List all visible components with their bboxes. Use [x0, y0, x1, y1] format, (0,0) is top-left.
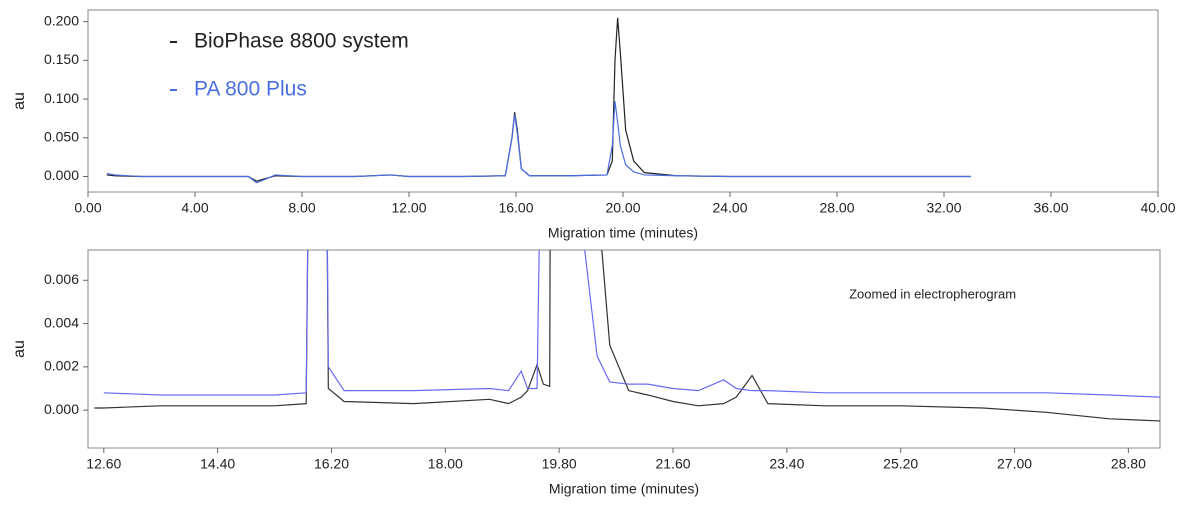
- x-tick-label: 36.00: [1033, 200, 1068, 216]
- series-line: [103, 250, 1160, 398]
- x-tick-label: 18.00: [428, 456, 463, 472]
- x-tick-label: 27.00: [997, 456, 1032, 472]
- x-tick-label: 28.00: [819, 200, 854, 216]
- x-tick-label: 12.00: [391, 200, 426, 216]
- x-tick-label: 23.40: [769, 456, 804, 472]
- x-tick-label: 16.00: [498, 200, 533, 216]
- y-tick-label: 0.000: [44, 167, 79, 183]
- x-tick-label: 25.20: [883, 456, 918, 472]
- series-line: [94, 250, 1160, 422]
- x-tick-label: 24.00: [712, 200, 747, 216]
- x-tick-label: 21.60: [655, 456, 690, 472]
- x-tick-label: 16.20: [314, 456, 349, 472]
- x-tick-label: 32.00: [926, 200, 961, 216]
- annotation: Zoomed in electropherogram: [849, 286, 1016, 301]
- x-tick-label: 12.60: [86, 456, 121, 472]
- x-tick-label: 0.00: [74, 200, 101, 216]
- plot-frame: [87, 249, 1161, 449]
- y-axis-label: au: [11, 340, 28, 358]
- series-group: [94, 250, 1160, 422]
- x-axis-label: Migration time (minutes): [548, 225, 698, 241]
- x-tick-label: 19.80: [542, 456, 577, 472]
- x-tick-label: 14.40: [200, 456, 235, 472]
- series-group: [106, 17, 971, 184]
- x-axis-label: Migration time (minutes): [549, 481, 699, 497]
- y-tick-label: 0.006: [44, 271, 79, 287]
- y-tick-label: 0.100: [44, 90, 79, 106]
- y-axis-label: au: [11, 92, 28, 110]
- y-tick-label: 0.000: [44, 401, 79, 417]
- legend-label: PA 800 Plus: [194, 78, 307, 101]
- x-tick-label: 8.00: [288, 200, 315, 216]
- x-tick-label: 40.00: [1140, 200, 1175, 216]
- x-tick-label: 20.00: [605, 200, 640, 216]
- x-tick-label: 4.00: [181, 200, 208, 216]
- x-tick-label: 28.80: [1111, 456, 1146, 472]
- y-tick-label: 0.004: [44, 314, 79, 330]
- y-tick-label: 0.002: [44, 358, 79, 374]
- legend-label: BioPhase 8800 system: [194, 30, 409, 53]
- y-tick-label: 0.050: [44, 128, 79, 144]
- y-tick-label: 0.200: [44, 12, 79, 28]
- series-line: [106, 101, 971, 184]
- y-tick-label: 0.150: [44, 51, 79, 67]
